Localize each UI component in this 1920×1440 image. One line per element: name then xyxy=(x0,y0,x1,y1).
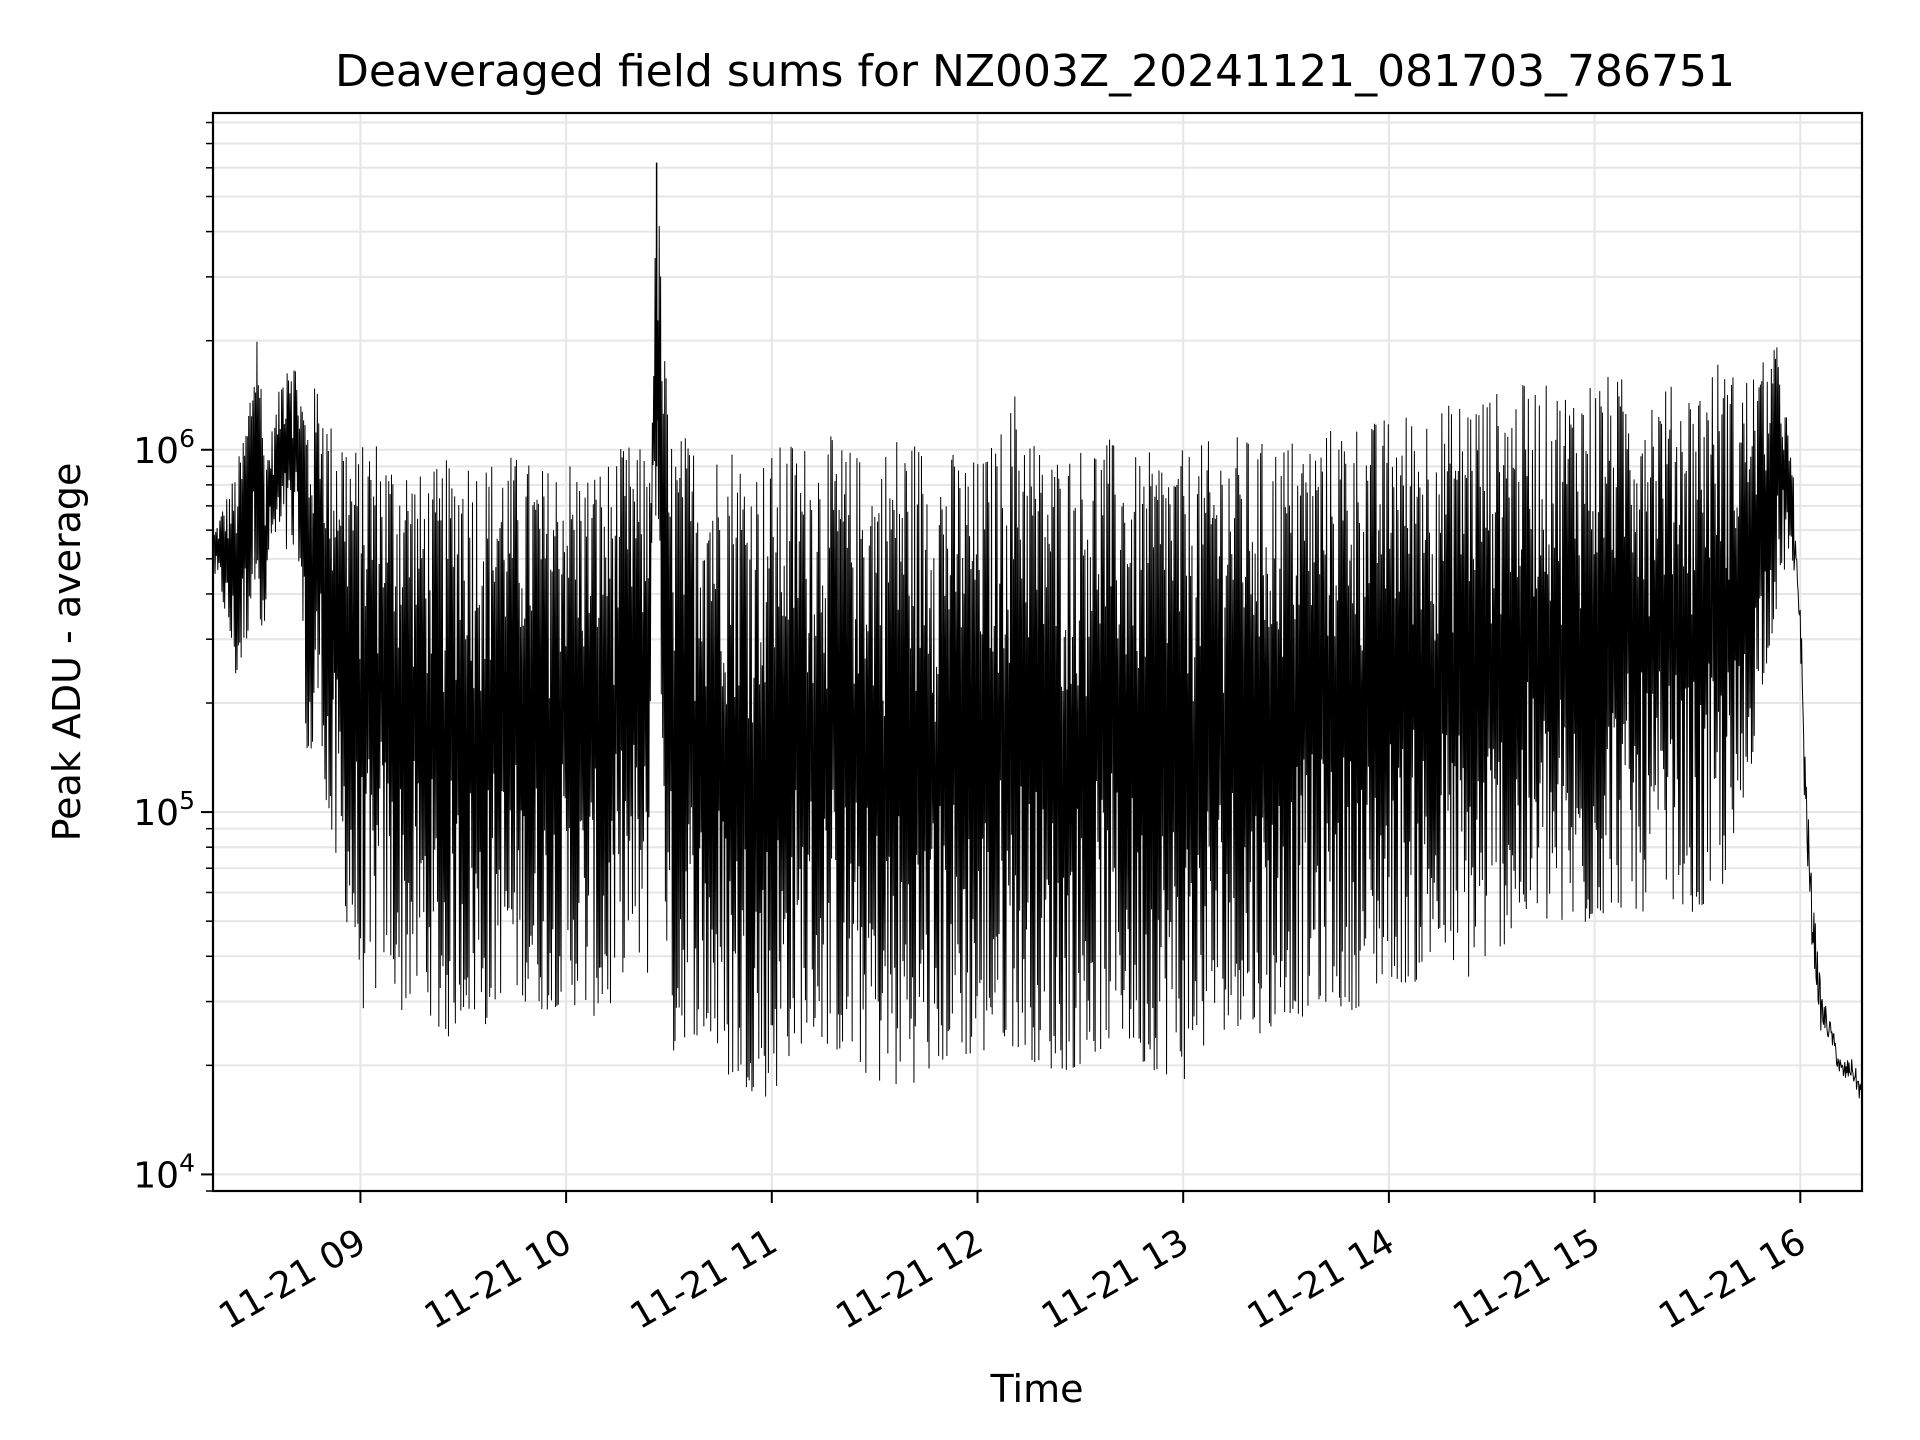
y-axis-label: Peak ADU - average xyxy=(45,463,89,842)
y-tick-label: 106 xyxy=(133,424,195,472)
chart-title: Deaveraged field sums for NZ003Z_2024112… xyxy=(335,46,1735,97)
y-tick-label: 105 xyxy=(133,786,195,834)
series-layer xyxy=(213,162,1863,1099)
series-line xyxy=(213,202,1863,1099)
x-axis-label: Time xyxy=(990,1367,1084,1411)
plot-frame xyxy=(211,111,1864,1193)
y-tick-label: 104 xyxy=(133,1148,195,1196)
